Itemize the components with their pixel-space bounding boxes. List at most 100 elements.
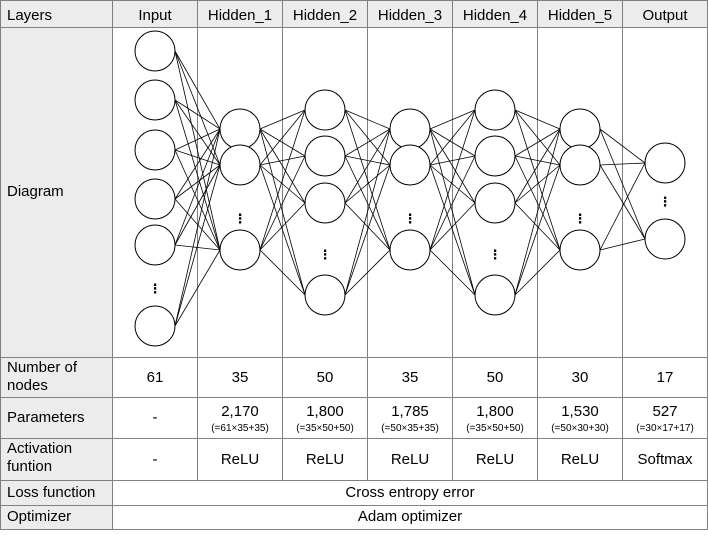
connection-arrow bbox=[599, 162, 646, 166]
row-label-diagram: Diagram bbox=[7, 183, 64, 200]
activation-function: ReLU bbox=[306, 451, 344, 468]
parameter-formula: (=50×30+30) bbox=[551, 423, 609, 434]
layer-name: Input bbox=[138, 7, 172, 24]
connection-arrow bbox=[599, 128, 646, 164]
connection-arrow bbox=[174, 128, 221, 246]
neuron-node bbox=[134, 30, 176, 72]
connection-arrow bbox=[174, 198, 221, 251]
neuron-node bbox=[474, 89, 516, 131]
connection-arrow bbox=[174, 149, 221, 251]
connection-arrow bbox=[429, 109, 476, 166]
parameter-count: 1,800 bbox=[476, 403, 514, 420]
connection-arrow bbox=[174, 128, 221, 327]
connection-arrow bbox=[599, 164, 646, 240]
connection-arrow bbox=[259, 202, 306, 251]
connection-arrow bbox=[429, 249, 476, 296]
neuron-node bbox=[219, 229, 261, 271]
ellipsis-indicator: ⋮ bbox=[489, 247, 502, 262]
neuron-node bbox=[134, 79, 176, 121]
connection-arrow bbox=[429, 109, 476, 251]
connection-arrow bbox=[259, 249, 306, 296]
connection-arrow bbox=[259, 155, 306, 251]
connection-arrow bbox=[174, 99, 221, 130]
neuron-node bbox=[474, 274, 516, 316]
connection-arrow bbox=[174, 249, 221, 327]
connection-arrow bbox=[174, 164, 221, 200]
neuron-node bbox=[474, 182, 516, 224]
neuron-node bbox=[219, 108, 261, 150]
neuron-node bbox=[644, 142, 686, 184]
connection-arrow bbox=[344, 202, 391, 251]
row-label-number-of-nodes-line2: nodes bbox=[7, 377, 48, 394]
connection-arrow bbox=[429, 202, 476, 251]
ellipsis-indicator: ⋮ bbox=[234, 211, 247, 226]
row-label-activation-line2: funtion bbox=[7, 458, 52, 475]
connection-arrow bbox=[514, 155, 561, 166]
layer-name: Hidden_1 bbox=[208, 7, 272, 24]
neuron-node bbox=[474, 135, 516, 177]
parameter-count: 527 bbox=[652, 403, 677, 420]
connection-arrow bbox=[174, 99, 221, 251]
parameter-formula: (=35×50+50) bbox=[296, 423, 354, 434]
row-label-activation-line1: Activation bbox=[7, 440, 72, 457]
connection-arrow bbox=[429, 164, 476, 296]
row-label-column-bg bbox=[1, 1, 112, 529]
layer-name: Hidden_5 bbox=[548, 7, 612, 24]
node-count: 17 bbox=[657, 369, 674, 386]
connection-arrow bbox=[344, 155, 391, 166]
connection-arrow bbox=[174, 244, 221, 251]
connection-arrow bbox=[429, 128, 476, 204]
parameter-formula: (=61×35+35) bbox=[211, 423, 269, 434]
connection-arrow bbox=[259, 164, 306, 296]
neuron-node bbox=[134, 129, 176, 171]
layer-name: Hidden_4 bbox=[463, 7, 527, 24]
neuron-node bbox=[304, 89, 346, 131]
ellipsis-indicator: ⋮ bbox=[659, 194, 672, 209]
neuron-node bbox=[559, 144, 601, 186]
row-label-optimizer: Optimizer bbox=[7, 508, 71, 525]
connection-arrow bbox=[174, 128, 221, 200]
connection-arrow bbox=[344, 249, 391, 296]
connection-arrow bbox=[514, 128, 561, 157]
activation-function: - bbox=[153, 451, 158, 468]
connection-arrow bbox=[514, 128, 561, 296]
loss-function-value: Cross entropy error bbox=[345, 484, 474, 501]
connection-arrow bbox=[174, 50, 221, 130]
connection-arrow bbox=[429, 128, 476, 157]
node-count: 30 bbox=[572, 369, 589, 386]
optimizer-value: Adam optimizer bbox=[358, 508, 462, 525]
row-label-number-of-nodes-line1: Number of bbox=[7, 359, 78, 376]
connection-arrow bbox=[259, 155, 306, 166]
neuron-node bbox=[219, 144, 261, 186]
connection-arrow bbox=[259, 164, 306, 204]
connection-arrow bbox=[174, 50, 221, 166]
activation-function: ReLU bbox=[221, 451, 259, 468]
node-count: 50 bbox=[487, 369, 504, 386]
connection-arrow bbox=[344, 109, 391, 251]
connection-arrow bbox=[599, 162, 646, 251]
connection-arrow bbox=[514, 202, 561, 251]
neuron-node bbox=[559, 229, 601, 271]
activation-function: ReLU bbox=[476, 451, 514, 468]
connection-arrow bbox=[514, 109, 561, 251]
activation-function: Softmax bbox=[637, 451, 693, 468]
activation-function: ReLU bbox=[391, 451, 429, 468]
parameter-count: 1,785 bbox=[391, 403, 429, 420]
connection-arrow bbox=[344, 164, 391, 204]
connection-arrow bbox=[344, 155, 391, 251]
neuron-node bbox=[644, 218, 686, 260]
connection-arrow bbox=[344, 128, 391, 204]
connection-arrow bbox=[344, 128, 391, 157]
connection-arrow bbox=[514, 155, 561, 251]
connection-arrow bbox=[259, 109, 306, 130]
neuron-node bbox=[559, 108, 601, 150]
parameter-formula: (=50×35+35) bbox=[381, 423, 439, 434]
connection-arrow bbox=[344, 164, 391, 296]
node-count: 61 bbox=[147, 369, 164, 386]
connection-arrow bbox=[599, 128, 646, 240]
node-count: 50 bbox=[317, 369, 334, 386]
network-connections bbox=[174, 50, 646, 327]
